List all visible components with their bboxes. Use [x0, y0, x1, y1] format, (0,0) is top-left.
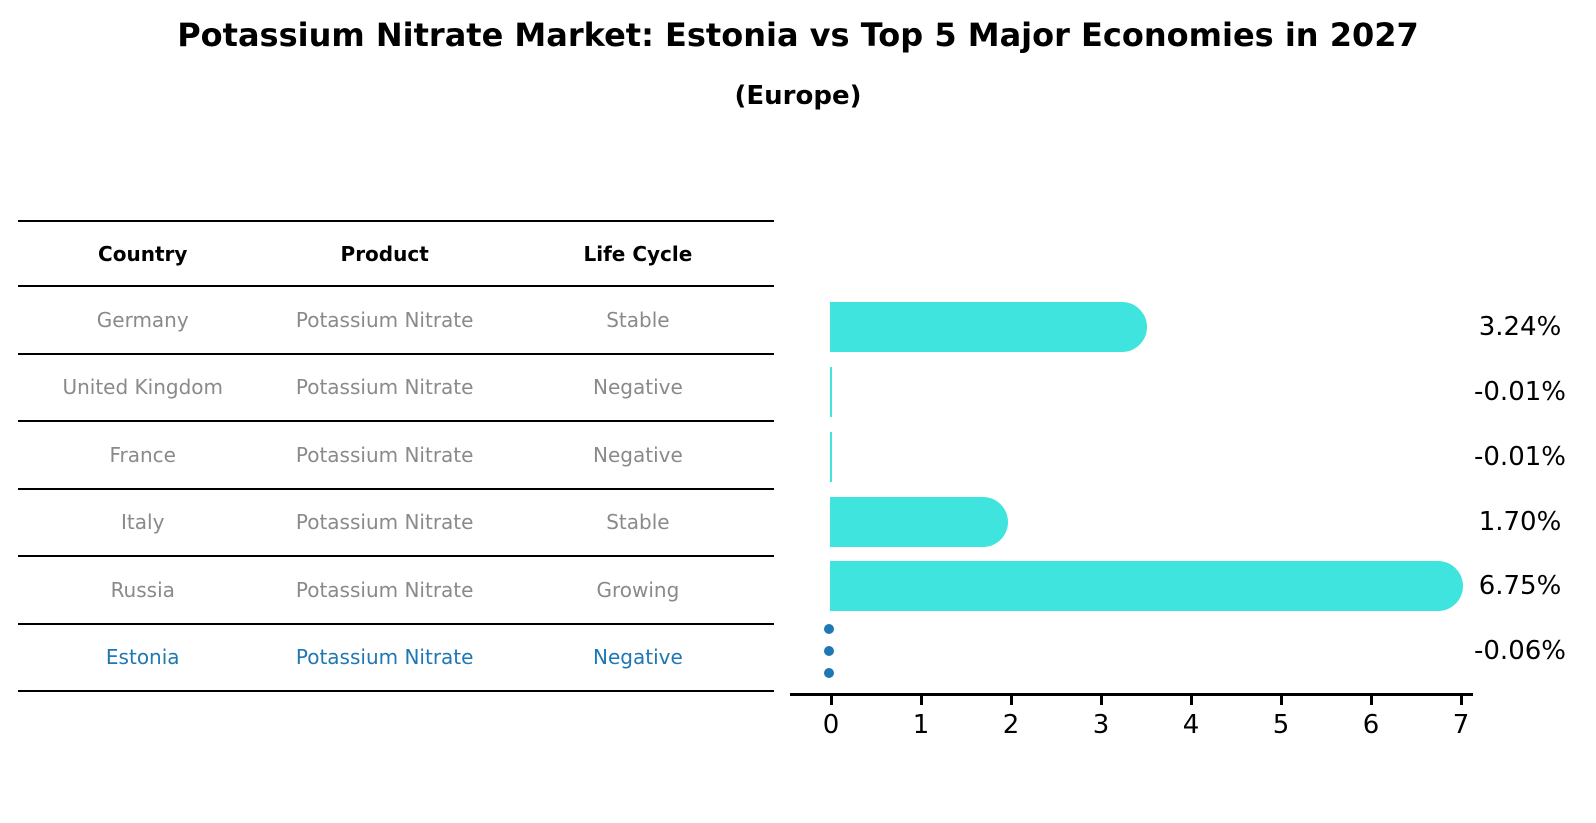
x-axis-tick: [1010, 695, 1013, 705]
table-row-united-kingdom: United Kingdom Potassium Nitrate Negativ…: [18, 355, 774, 422]
x-axis-tick: [1460, 695, 1463, 705]
table-header-row: Country Product Life Cycle: [18, 220, 774, 287]
x-axis-tick-label: 5: [1272, 710, 1290, 740]
value-label-germany: 3.24%: [1478, 312, 1562, 342]
bar-france: [830, 432, 832, 482]
x-axis-line: [790, 693, 1473, 696]
bar-estonia-marker: [824, 624, 834, 678]
cell-product: Potassium Nitrate: [295, 375, 474, 400]
bar-germany: [830, 302, 1147, 352]
value-label-united-kingdom: -0.01%: [1474, 377, 1566, 407]
value-label-italy: 1.70%: [1478, 507, 1562, 537]
cell-product: Potassium Nitrate: [295, 510, 474, 535]
cell-country: Russia: [110, 577, 175, 602]
x-axis-tick-label: 0: [822, 710, 840, 740]
x-axis-tick: [1190, 695, 1193, 705]
value-label-estonia: -0.06%: [1474, 636, 1566, 666]
bar-italy: [830, 497, 1008, 547]
cell-product: Potassium Nitrate: [295, 645, 474, 670]
value-label-france: -0.01%: [1474, 442, 1566, 472]
cell-lifecycle: Stable: [606, 307, 670, 332]
table-row-italy: Italy Potassium Nitrate Stable: [18, 490, 774, 557]
x-axis-tick-label: 3: [1092, 710, 1110, 740]
cell-lifecycle: Negative: [593, 442, 683, 467]
x-axis-tick: [1100, 695, 1103, 705]
bar-russia: [830, 561, 1463, 611]
x-axis-tick-label: 6: [1362, 710, 1380, 740]
x-axis-tick-label: 4: [1182, 710, 1200, 740]
x-axis-tick: [1370, 695, 1373, 705]
x-axis-tick: [1280, 695, 1283, 705]
column-header-lifecycle: Life Cycle: [583, 241, 693, 266]
chart-title: Potassium Nitrate Market: Estonia vs Top…: [177, 16, 1419, 54]
country-table: Country Product Life Cycle Germany Potas…: [18, 220, 774, 692]
x-axis-tick-label: 1: [912, 710, 930, 740]
cell-lifecycle: Growing: [596, 577, 680, 602]
bar-united-kingdom: [830, 367, 832, 417]
cell-country: France: [109, 442, 176, 467]
cell-product: Potassium Nitrate: [295, 307, 474, 332]
table-row-estonia: Estonia Potassium Nitrate Negative: [18, 625, 774, 692]
cell-country: Estonia: [105, 645, 180, 670]
cell-product: Potassium Nitrate: [295, 577, 474, 602]
table-row-russia: Russia Potassium Nitrate Growing: [18, 557, 774, 625]
cell-lifecycle: Negative: [593, 375, 683, 400]
cell-lifecycle: Stable: [606, 510, 670, 535]
value-label-russia: 6.75%: [1478, 571, 1562, 601]
column-header-product: Product: [340, 241, 429, 266]
table-row-germany: Germany Potassium Nitrate Stable: [18, 287, 774, 355]
x-axis-tick: [830, 695, 833, 705]
x-axis-tick-label: 2: [1002, 710, 1020, 740]
cell-product: Potassium Nitrate: [295, 442, 474, 467]
table-row-france: France Potassium Nitrate Negative: [18, 422, 774, 490]
x-axis-tick: [920, 695, 923, 705]
x-axis-tick-label: 7: [1452, 710, 1470, 740]
cell-country: United Kingdom: [62, 375, 223, 400]
cell-lifecycle: Negative: [593, 645, 683, 670]
column-header-country: Country: [98, 241, 188, 266]
cell-country: Germany: [96, 307, 189, 332]
cell-country: Italy: [121, 510, 165, 535]
chart-subtitle: (Europe): [734, 81, 862, 111]
